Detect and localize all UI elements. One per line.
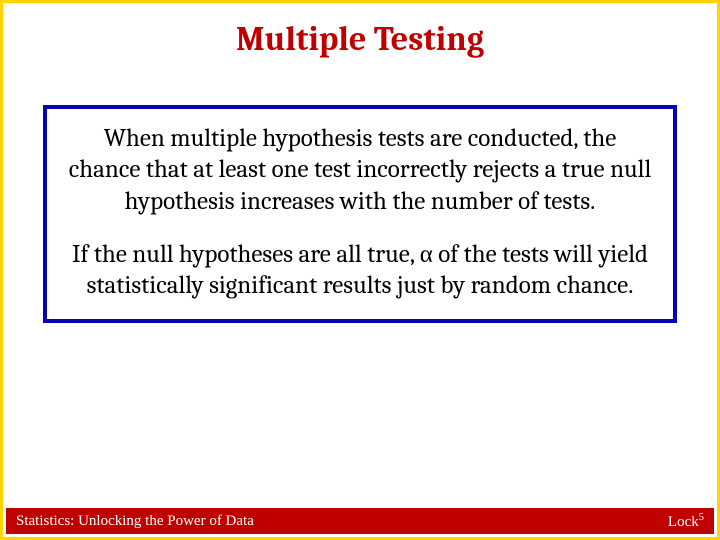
footer-left-text: Statistics: Unlocking the Power of Data (16, 513, 254, 530)
content-box: When multiple hypothesis tests are condu… (43, 105, 677, 323)
footer-bar: Statistics: Unlocking the Power of Data … (6, 508, 714, 534)
paragraph-1: When multiple hypothesis tests are condu… (67, 123, 653, 217)
paragraph-2: If the null hypotheses are all true, α o… (67, 239, 653, 302)
slide-container: Multiple Testing When multiple hypothesi… (0, 0, 720, 540)
footer-right-base: Lock (668, 514, 699, 530)
footer-right-sup: 5 (699, 512, 704, 523)
slide-title: Multiple Testing (3, 3, 717, 69)
footer-right-text: Lock5 (668, 512, 704, 531)
